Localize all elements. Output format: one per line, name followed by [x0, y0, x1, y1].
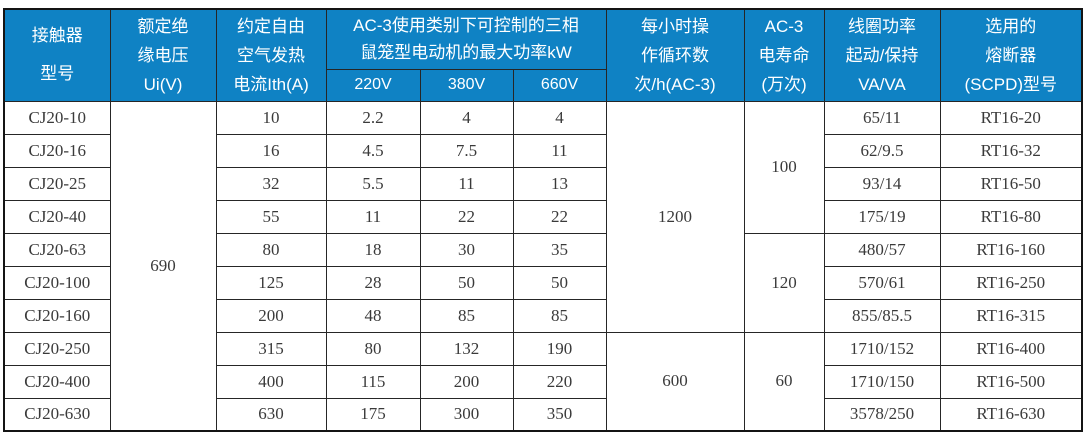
cell-coil: 1710/152 [823, 331, 941, 366]
cell-p220: 115 [325, 364, 421, 399]
cell-p380: 132 [419, 331, 514, 366]
cell-p220: 18 [325, 232, 421, 267]
table-row: CJ20-10 690 10 2.2 4 4 1200 100 65/11 RT… [3, 100, 1083, 432]
cell-coil: 65/11 [823, 100, 941, 135]
cell-ith: 55 [215, 199, 327, 234]
cell-ui-voltage: 690 [109, 100, 217, 432]
cell-p660: 50 [512, 265, 607, 300]
header-operating-cycles: 每小时操 作循环数 次/h(AC-3) [605, 8, 745, 102]
cell-p380: 200 [419, 364, 514, 399]
header-max-motor-power-group: AC-3使用类别下可控制的三相 鼠笼型电动机的最大功率kW [325, 8, 607, 70]
header-contactor-model: 接触器 型号 [3, 8, 111, 102]
cell-fuse: RT16-80 [939, 199, 1083, 234]
table-row: CJ20-250 315 80 132 190 600 60 1710/152 … [3, 331, 1083, 432]
header-220v: 220V [325, 68, 421, 102]
cell-fuse: RT16-250 [939, 265, 1083, 300]
cell-fuse: RT16-160 [939, 232, 1083, 267]
cell-fuse: RT16-32 [939, 133, 1083, 168]
cell-model: CJ20-25 [3, 166, 111, 201]
cell-ith: 10 [215, 100, 327, 135]
header-fuse-type: 选用的 熔断器 (SCPD)型号 [939, 8, 1083, 102]
cell-model: CJ20-16 [3, 133, 111, 168]
cell-life: 60 [743, 331, 825, 432]
cell-p380: 30 [419, 232, 514, 267]
cell-coil: 175/19 [823, 199, 941, 234]
cell-fuse: RT16-630 [939, 397, 1083, 432]
contactor-spec-table: 接触器 型号 额定绝 缘电压 Ui(V) 约定自由 空气发热 电流Ith(A) … [3, 8, 1083, 432]
cell-p220: 28 [325, 265, 421, 300]
header-380v: 380V [419, 68, 514, 102]
cell-life: 120 [743, 232, 825, 333]
cell-model: CJ20-160 [3, 298, 111, 333]
cell-fuse: RT16-500 [939, 364, 1083, 399]
header-thermal-current: 约定自由 空气发热 电流Ith(A) [215, 8, 327, 102]
cell-p660: 35 [512, 232, 607, 267]
cell-p660: 11 [512, 133, 607, 168]
cell-model: CJ20-40 [3, 199, 111, 234]
cell-coil: 3578/250 [823, 397, 941, 432]
cell-model: CJ20-100 [3, 265, 111, 300]
table-row: CJ20-400 400 115 200 220 1710/150 RT16-5… [3, 364, 1083, 399]
cell-coil: 93/14 [823, 166, 941, 201]
cell-p660: 85 [512, 298, 607, 333]
cell-model: CJ20-400 [3, 364, 111, 399]
cell-ith: 200 [215, 298, 327, 333]
cell-coil: 855/85.5 [823, 298, 941, 333]
cell-ith: 80 [215, 232, 327, 267]
header-insulation-voltage: 额定绝 缘电压 Ui(V) [109, 8, 217, 102]
cell-p660: 220 [512, 364, 607, 399]
cell-p380: 4 [419, 100, 514, 135]
cell-model: CJ20-630 [3, 397, 111, 432]
cell-life: 100 [743, 100, 825, 234]
cell-ith: 125 [215, 265, 327, 300]
cell-fuse: RT16-400 [939, 331, 1083, 366]
cell-fuse: RT16-20 [939, 100, 1083, 135]
cell-p380: 22 [419, 199, 514, 234]
cell-ith: 16 [215, 133, 327, 168]
cell-ith: 315 [215, 331, 327, 366]
table-row: CJ20-63 80 18 30 35 120 480/57 RT16-160 [3, 232, 1083, 333]
cell-p380: 11 [419, 166, 514, 201]
cell-ith: 32 [215, 166, 327, 201]
cell-p220: 80 [325, 331, 421, 366]
cell-p220: 48 [325, 298, 421, 333]
cell-fuse: RT16-315 [939, 298, 1083, 333]
cell-model: CJ20-250 [3, 331, 111, 366]
cell-p380: 50 [419, 265, 514, 300]
cell-cycles: 1200 [605, 100, 745, 333]
cell-coil: 570/61 [823, 265, 941, 300]
cell-p220: 4.5 [325, 133, 421, 168]
table-row: CJ20-40 55 11 22 22 175/19 RT16-80 [3, 199, 1083, 234]
cell-p660: 350 [512, 397, 607, 432]
table-row: CJ20-16 16 4.5 7.5 11 62/9.5 RT16-32 [3, 133, 1083, 168]
table-row: CJ20-100 125 28 50 50 570/61 RT16-250 [3, 265, 1083, 300]
header-coil-power: 线圈功率 起动/保持 VA/VA [823, 8, 941, 102]
cell-fuse: RT16-50 [939, 166, 1083, 201]
cell-p380: 300 [419, 397, 514, 432]
table-row: CJ20-630 630 175 300 350 3578/250 RT16-6… [3, 397, 1083, 432]
cell-coil: 62/9.5 [823, 133, 941, 168]
cell-model: CJ20-63 [3, 232, 111, 267]
cell-p220: 175 [325, 397, 421, 432]
header-660v: 660V [512, 68, 607, 102]
cell-coil: 1710/150 [823, 364, 941, 399]
cell-coil: 480/57 [823, 232, 941, 267]
cell-ith: 630 [215, 397, 327, 432]
cell-p660: 4 [512, 100, 607, 135]
cell-p220: 2.2 [325, 100, 421, 135]
cell-p380: 7.5 [419, 133, 514, 168]
cell-p220: 11 [325, 199, 421, 234]
cell-p380: 85 [419, 298, 514, 333]
cell-model: CJ20-10 [3, 100, 111, 135]
table-row: CJ20-25 32 5.5 11 13 93/14 RT16-50 [3, 166, 1083, 201]
cell-p660: 190 [512, 331, 607, 366]
cell-p660: 13 [512, 166, 607, 201]
cell-p220: 5.5 [325, 166, 421, 201]
cell-p660: 22 [512, 199, 607, 234]
cell-cycles: 600 [605, 331, 745, 432]
cell-ith: 400 [215, 364, 327, 399]
header-electrical-life: AC-3 电寿命 (万次) [743, 8, 825, 102]
